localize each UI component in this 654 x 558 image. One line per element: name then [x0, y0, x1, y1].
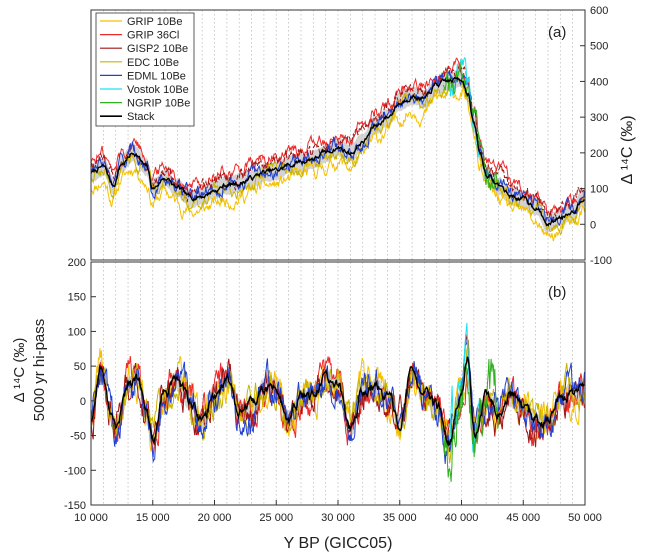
panel-b-y-label: Δ ¹⁴C (‰)	[11, 338, 28, 403]
y-tick-label: -150	[64, 500, 86, 512]
panel-a-series	[91, 56, 585, 242]
panel-a-label: (a)	[548, 24, 566, 41]
series-line-grip-36cl	[91, 57, 585, 217]
panel-a-frame	[90, 9, 586, 261]
y-tick-label: 150	[68, 292, 86, 304]
y-tick-label: -100	[64, 465, 86, 477]
x-tick-label: 25 000	[259, 512, 293, 524]
y-tick-label: 200	[590, 148, 608, 160]
legend-entry: GRIP 36Cl	[127, 30, 179, 42]
y-tick-label: -50	[70, 431, 86, 443]
y-tick-label: 100	[590, 184, 608, 196]
panel-b-x-axis: 10 000 15 000 20 000 25 000 30 000 35 000 40 0…	[74, 500, 602, 524]
x-axis-label: Y BP (GICC05)	[284, 535, 393, 552]
legend-entry: EDC 10Be	[127, 57, 179, 69]
y-tick-label: -100	[590, 255, 612, 267]
x-tick-label: 35 000	[383, 512, 417, 524]
series-line-stack	[91, 76, 585, 227]
legend-entry: GISP2 10Be	[127, 43, 188, 55]
panel-b-y-label-2: 5000 yr hi-pass	[31, 319, 48, 422]
x-tick-label: 10 000	[74, 512, 108, 524]
y-tick-label: 50	[74, 361, 86, 373]
panel-b: -150 -100 -50 0 50 100 150 200 10 000 15 000 20 0…	[11, 257, 602, 552]
x-tick-label: 40 000	[445, 512, 479, 524]
x-tick-label: 30 000	[321, 512, 355, 524]
panel-a: -100 0 100 200 300 400 500 600 (a) Δ ¹⁴C (‰) GR…	[90, 5, 636, 267]
series-line-b-edc-10be	[91, 340, 585, 464]
y-tick-label: 200	[68, 257, 86, 269]
y-tick-label: 0	[590, 219, 596, 231]
panel-b-label: (b)	[548, 284, 566, 301]
series-line-grip-10be	[91, 85, 585, 242]
y-tick-label: 500	[590, 41, 608, 53]
legend-entry: EDML 10Be	[127, 70, 186, 82]
y-tick-label: 600	[590, 5, 608, 17]
legend-entry: Stack	[127, 111, 155, 123]
panel-a-y-axis: -100 0 100 200 300 400 500 600	[580, 5, 612, 267]
y-tick-label: 100	[68, 326, 86, 338]
series-line-b-edml-10be	[91, 336, 585, 464]
y-tick-label: 400	[590, 76, 608, 88]
y-tick-label: 300	[590, 112, 608, 124]
series-line-b-ngrip-10be	[442, 358, 499, 482]
series-line-b-stack	[91, 356, 585, 447]
legend-entry: GRIP 10Be	[127, 16, 182, 28]
series-line-gisp2-10be	[91, 63, 585, 220]
y-tick-label: 0	[80, 396, 86, 408]
legend-entry: Vostok 10Be	[127, 84, 189, 96]
panel-a-y-label: Δ ¹⁴C (‰)	[619, 115, 636, 184]
x-tick-label: 45 000	[506, 512, 540, 524]
panel-b-y-axis: -150 -100 -50 0 50 100 150 200	[64, 257, 96, 512]
legend-entry: NGRIP 10Be	[127, 98, 190, 110]
x-tick-label: 15 000	[136, 512, 170, 524]
x-tick-label: 20 000	[198, 512, 232, 524]
panel-b-series	[91, 322, 585, 482]
legend-box	[95, 12, 195, 127]
x-tick-label: 50 000	[568, 512, 602, 524]
